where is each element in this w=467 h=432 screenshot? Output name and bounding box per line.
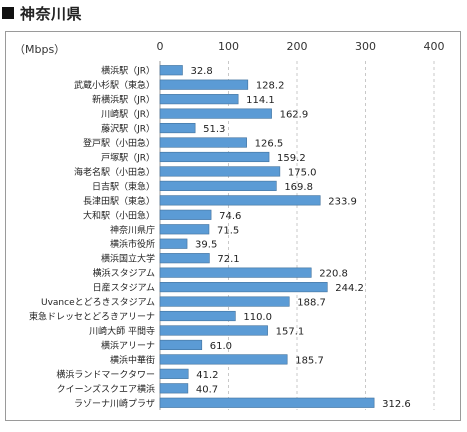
data-label: 220.8 xyxy=(319,269,348,280)
bar xyxy=(159,282,328,293)
category-label: 武蔵小杉駅（東急） xyxy=(74,79,155,91)
data-label: 61.0 xyxy=(210,341,232,352)
data-label: 39.5 xyxy=(195,240,217,251)
category-label: 戸塚駅（JR） xyxy=(101,152,155,163)
x-tick-label: 300 xyxy=(355,40,376,53)
x-tick-label: 200 xyxy=(287,40,308,53)
category-label: 川崎大師 平間寺 xyxy=(89,325,155,337)
data-label: 159.2 xyxy=(277,153,306,164)
data-label: 72.1 xyxy=(217,254,239,265)
bar xyxy=(159,166,281,177)
value-labels: 32.8 128.2 114.1 162.9 51.3 126.5 159.2 175.0 16… xyxy=(190,66,410,410)
data-label: 312.6 xyxy=(382,399,411,410)
data-label: 41.2 xyxy=(196,370,218,381)
data-label: 32.8 xyxy=(190,66,212,77)
bar xyxy=(159,209,212,220)
bar xyxy=(159,383,189,394)
heading-text: 神奈川県 xyxy=(20,4,83,23)
chart-heading: 神奈川県 xyxy=(2,2,82,24)
bar xyxy=(159,238,188,249)
data-label: 244.2 xyxy=(335,283,364,294)
chart-frame xyxy=(5,31,461,421)
category-label: 横浜駅（JR） xyxy=(101,65,155,77)
bar xyxy=(159,253,210,264)
data-label: 157.1 xyxy=(276,326,305,337)
bar xyxy=(159,108,272,119)
category-label: 長津田駅（東急） xyxy=(83,195,155,207)
data-label: 51.3 xyxy=(203,124,225,135)
bar xyxy=(159,180,277,191)
bar xyxy=(159,137,247,148)
data-label: 175.0 xyxy=(288,167,317,178)
bar xyxy=(159,65,183,76)
data-label: 40.7 xyxy=(196,384,218,395)
category-label: 横浜ランドマークタワー xyxy=(56,368,155,380)
bar xyxy=(159,224,210,235)
data-label: 110.0 xyxy=(243,312,272,323)
x-axis-ticks: 0 100 200 300 400 xyxy=(157,40,445,53)
unit-label: （Mbps） xyxy=(14,43,65,56)
x-tick-label: 400 xyxy=(424,40,445,53)
bar xyxy=(159,310,236,322)
category-label: 横浜市役所 xyxy=(110,238,155,250)
data-label: 71.5 xyxy=(217,225,239,236)
category-label: 東急ドレッセとどろきアリーナ xyxy=(29,311,155,323)
category-label: 海老名駅（小田急） xyxy=(74,166,155,178)
category-label: ラゾーナ川崎プラザ xyxy=(74,397,155,409)
bar xyxy=(159,397,375,408)
bar xyxy=(159,267,312,278)
data-label: 126.5 xyxy=(255,139,284,150)
data-label: 169.8 xyxy=(284,182,313,193)
category-label: 川崎駅（JR） xyxy=(101,108,155,120)
x-tick-label: 0 xyxy=(157,40,164,53)
data-label: 233.9 xyxy=(328,196,357,207)
data-label: 188.7 xyxy=(297,298,326,309)
category-label: 横浜中華街 xyxy=(110,354,155,366)
square-bullet-icon xyxy=(2,7,14,19)
category-label: Uvanceとどろきスタジアム xyxy=(41,297,155,308)
bar xyxy=(159,195,321,206)
category-label: 横浜アリーナ xyxy=(101,339,155,351)
bar xyxy=(159,122,196,134)
category-label: 横浜国立大学 xyxy=(101,253,155,265)
x-tick-label: 100 xyxy=(218,40,239,53)
data-label: 185.7 xyxy=(295,355,324,366)
bars xyxy=(159,65,375,408)
category-label: 横浜スタジアム xyxy=(93,267,155,279)
category-labels: 横浜駅（JR） 武蔵小杉駅（東急） 新横浜駅（JR） 川崎駅（JR） 藤沢駅（JR） 登戸… xyxy=(29,65,155,410)
category-label: 藤沢駅（JR） xyxy=(101,123,155,135)
category-label: 新横浜駅（JR） xyxy=(92,94,155,106)
data-label: 74.6 xyxy=(219,211,241,222)
grid-lines xyxy=(159,61,435,410)
bar xyxy=(159,368,189,379)
data-label: 128.2 xyxy=(256,81,285,92)
bar xyxy=(159,354,288,365)
category-label: 日吉駅（東急） xyxy=(92,180,155,192)
bar xyxy=(159,79,249,90)
category-label: クイーンズスクエア横浜 xyxy=(57,383,155,395)
bar xyxy=(159,296,290,307)
bar xyxy=(159,339,203,351)
category-label: 登戸駅（小田急） xyxy=(83,137,155,149)
data-label: 114.1 xyxy=(246,95,275,106)
bar xyxy=(159,151,270,163)
data-label: 162.9 xyxy=(280,110,309,121)
category-label: 大和駅（小田急） xyxy=(83,209,155,221)
bar xyxy=(159,94,239,105)
category-label: 日産スタジアム xyxy=(93,282,155,294)
category-label: 神奈川県庁 xyxy=(110,224,155,236)
bar xyxy=(159,325,268,336)
